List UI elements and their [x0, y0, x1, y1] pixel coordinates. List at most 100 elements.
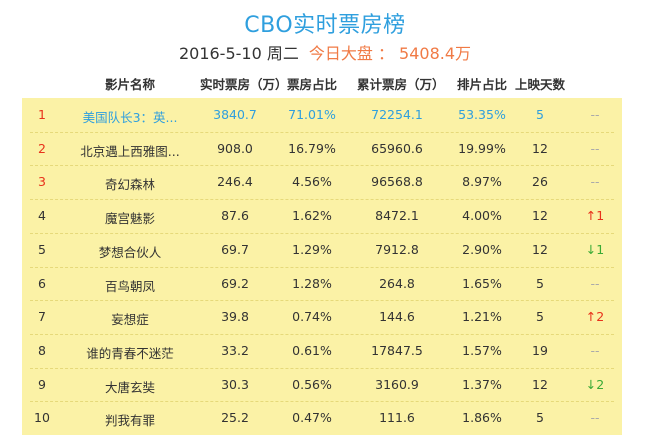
rank-cell: 5 [38, 241, 46, 257]
row-divider [30, 300, 614, 302]
rank-cell: 3 [38, 174, 46, 190]
realtime-box-cell: 39.8 [221, 309, 249, 325]
date-text: 2016-5-10 周二 [178, 44, 299, 63]
row-divider [30, 165, 614, 167]
rank-cell: 4 [38, 208, 46, 224]
box-office-table: 1 美国队长3：英... 3840.7 71.01% 72254.1 53.35% 5 -- 2… [22, 98, 622, 435]
total-box-cell: 3160.9 [375, 376, 419, 392]
box-share-cell: 1.28% [292, 275, 332, 291]
film-name-cell[interactable]: 百鸟朝凤 [104, 278, 155, 294]
table-row[interactable]: 4 魔宫魅影 87.6 1.62% 8472.1 4.00% 12 ↑1 [22, 199, 622, 232]
box-share-cell: 1.29% [292, 241, 332, 257]
row-divider [30, 266, 614, 268]
box-share-cell: 1.62% [292, 208, 332, 224]
total-box-cell: 65960.6 [371, 140, 423, 156]
screen-share-cell: 19.99% [458, 140, 506, 156]
screen-share-cell: 1.57% [462, 342, 502, 358]
total-box-cell: 7912.8 [375, 241, 419, 257]
table-row[interactable]: 10 判我有罪 25.2 0.47% 111.6 1.86% 5 -- [22, 401, 622, 434]
rank-cell: 7 [38, 309, 46, 325]
film-name-cell[interactable]: 判我有罪 [104, 413, 155, 429]
box-share-cell: 0.56% [292, 376, 332, 392]
realtime-box-cell: 69.7 [221, 241, 249, 257]
rank-cell: 9 [38, 376, 46, 392]
box-share-cell: 0.47% [292, 410, 332, 426]
screen-share-cell: 1.37% [462, 376, 502, 392]
rank-cell: 6 [38, 275, 46, 291]
realtime-box-cell: 246.4 [217, 174, 253, 190]
table-row[interactable]: 3 奇幻森林 246.4 4.56% 96568.8 8.97% 26 -- [22, 165, 622, 198]
total-box-cell: 72254.1 [371, 107, 423, 122]
market-total: 今日大盘 ： 5408.4万 [308, 44, 472, 63]
box-share-cell: 4.56% [292, 174, 332, 190]
trend-cell: -- [590, 342, 600, 358]
film-name-cell[interactable]: 奇幻森林 [104, 177, 155, 193]
table-row[interactable]: 7 妄想症 39.8 0.74% 144.6 1.21% 5 ↑2 [22, 300, 622, 333]
box-share-cell: 16.79% [288, 140, 336, 156]
trend-cell: ↓1 [585, 241, 605, 257]
table-row[interactable]: 9 大唐玄奘 30.3 0.56% 3160.9 1.37% 12 ↓2 [22, 368, 622, 401]
days-cell: 26 [532, 174, 548, 190]
days-cell: 12 [532, 208, 548, 224]
row-divider [30, 131, 614, 133]
realtime-box-cell: 25.2 [221, 410, 249, 426]
film-name-cell[interactable]: 大唐玄奘 [104, 379, 155, 395]
days-cell: 5 [536, 410, 544, 426]
realtime-box-cell: 87.6 [221, 208, 249, 224]
screen-share-cell: 1.86% [462, 410, 502, 426]
film-name-cell[interactable]: 美国队长3：英... [82, 110, 178, 125]
realtime-box-cell: 69.2 [221, 275, 249, 291]
box-share-cell: 71.01% [288, 107, 336, 122]
film-name-cell[interactable]: 谁的青春不迷茫 [86, 345, 174, 361]
page-title: CBO实时票房榜 [244, 13, 406, 38]
days-cell: 19 [532, 342, 548, 358]
days-cell: 5 [536, 275, 544, 291]
days-cell: 12 [532, 140, 548, 156]
header-box-share: 票房占比 [286, 77, 337, 92]
box-share-cell: 0.61% [292, 342, 332, 358]
header-realtime-box: 实时票房（万） [200, 77, 288, 92]
total-box-cell: 111.6 [379, 410, 415, 426]
rank-cell: 1 [38, 107, 46, 122]
screen-share-cell: 1.21% [462, 309, 502, 325]
row-divider [30, 367, 614, 369]
screen-share-cell: 53.35% [458, 107, 506, 122]
rank-cell: 2 [38, 140, 46, 156]
days-cell: 5 [536, 107, 544, 122]
row-divider [30, 333, 614, 335]
realtime-box-cell: 908.0 [217, 140, 253, 156]
date-line: 2016-5-10 周二 今日大盘 ： 5408.4万 [0, 40, 650, 64]
total-box-cell: 8472.1 [375, 208, 419, 224]
film-name-cell[interactable]: 魔宫魅影 [104, 211, 155, 227]
row-divider [30, 401, 614, 403]
realtime-box-cell: 3840.7 [213, 107, 257, 122]
trend-cell: ↑1 [585, 208, 605, 224]
table-row[interactable]: 8 谁的青春不迷茫 33.2 0.61% 17847.5 1.57% 19 -- [22, 334, 622, 367]
film-name-cell[interactable]: 梦想合伙人 [98, 244, 162, 260]
header-screen-share: 排片占比 [456, 77, 507, 92]
row-divider [30, 232, 614, 234]
film-name-cell[interactable]: 妄想症 [111, 312, 149, 328]
table-row[interactable]: 1 美国队长3：英... 3840.7 71.01% 72254.1 53.35% 5 -- [22, 98, 622, 131]
total-box-cell: 96568.8 [371, 174, 423, 190]
total-box-cell: 17847.5 [371, 342, 423, 358]
screen-share-cell: 2.90% [462, 241, 502, 257]
table-header: 影片名称 实时票房（万） 票房占比 累计票房（万） 排片占比 上映天数 [22, 74, 622, 96]
total-box-cell: 144.6 [379, 309, 415, 325]
film-name-cell[interactable]: 北京遇上西雅图... [80, 143, 180, 159]
trend-cell: -- [590, 140, 600, 156]
table-row[interactable]: 2 北京遇上西雅图... 908.0 16.79% 65960.6 19.99% 12 -- [22, 132, 622, 165]
trend-cell: -- [590, 174, 600, 190]
row-divider [30, 199, 614, 201]
trend-cell: -- [590, 107, 600, 122]
realtime-box-cell: 30.3 [221, 376, 249, 392]
days-cell: 12 [532, 241, 548, 257]
trend-cell: -- [590, 410, 600, 426]
days-cell: 12 [532, 376, 548, 392]
total-box-cell: 264.8 [379, 275, 415, 291]
table-row[interactable]: 6 百鸟朝凤 69.2 1.28% 264.8 1.65% 5 -- [22, 267, 622, 300]
table-row[interactable]: 5 梦想合伙人 69.7 1.29% 7912.8 2.90% 12 ↓1 [22, 233, 622, 266]
header-days: 上映天数 [514, 77, 565, 92]
rank-cell: 8 [38, 342, 46, 358]
